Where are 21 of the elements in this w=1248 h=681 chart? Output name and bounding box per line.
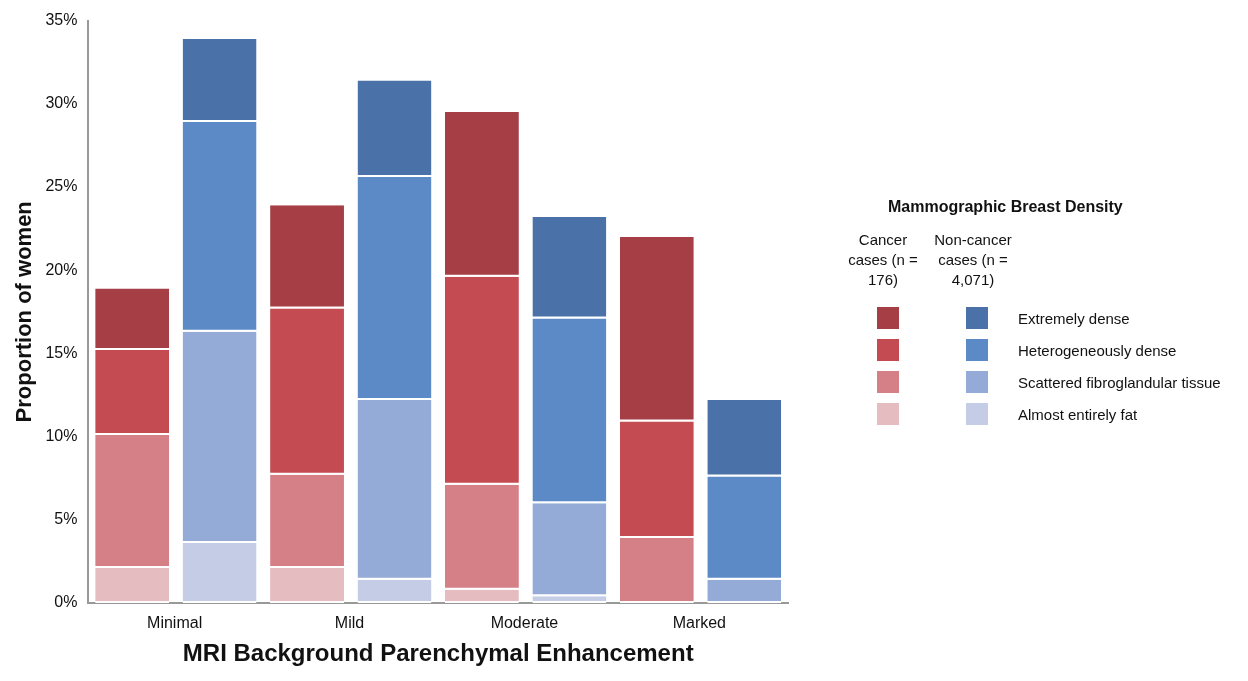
- y-axis-title: Proportion of women: [11, 201, 37, 423]
- x-tick-label: Minimal: [147, 614, 203, 632]
- x-axis-title: MRI Background Parenchymal Enhancement: [182, 639, 694, 667]
- legend-title: Mammographic Breast Density: [888, 198, 1124, 216]
- legend-label: Heterogeneously dense: [1018, 341, 1177, 359]
- text: Non-cancer cases (n = 4,071): [933, 230, 1013, 290]
- y-tick-label: 0%: [54, 593, 78, 611]
- y-tick-label: 30%: [45, 94, 78, 112]
- x-tick-label: Mild: [334, 614, 365, 632]
- y-tick-label: 5%: [54, 510, 78, 528]
- x-tick-label: Moderate: [490, 614, 559, 632]
- text: Cancer cases (n = 176): [848, 230, 918, 290]
- y-tick-label: 10%: [45, 427, 78, 445]
- legend-label: Extremely dense: [1018, 309, 1130, 327]
- y-tick-label: 25%: [45, 177, 78, 195]
- legend-label: Scattered fibroglandular tissue: [1018, 373, 1221, 391]
- x-tick-label: Marked: [672, 614, 727, 632]
- y-tick-label: 35%: [45, 11, 78, 29]
- y-tick-label: 15%: [45, 343, 78, 361]
- y-tick-label: 20%: [45, 260, 78, 278]
- legend-label: Almost entirely fat: [1018, 405, 1138, 423]
